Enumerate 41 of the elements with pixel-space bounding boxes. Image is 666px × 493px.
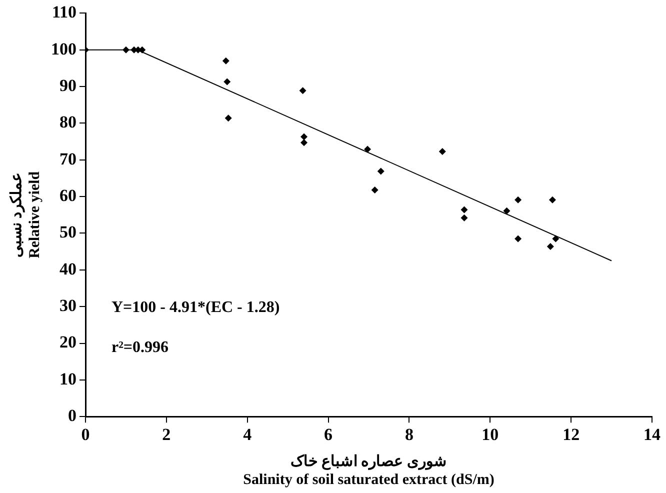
y-tick-label: 50 (60, 222, 76, 242)
point (548, 196, 556, 204)
x-tick-label: 0 (81, 425, 90, 444)
point (371, 186, 378, 194)
y-tick-label: 40 (60, 259, 76, 278)
point (299, 87, 306, 94)
point (503, 207, 510, 214)
x-tick-label: 8 (404, 425, 414, 444)
point (122, 46, 130, 54)
x-tick-label: 14 (644, 425, 661, 444)
point (460, 214, 468, 222)
y-tick-label: 10 (60, 369, 76, 388)
point (552, 235, 560, 242)
point (222, 57, 230, 64)
y-tick-label: 100 (51, 39, 76, 58)
point (460, 206, 468, 214)
point (224, 114, 232, 122)
x-tick-label: 2 (162, 425, 171, 444)
y-tick-label: 30 (60, 296, 76, 315)
point (300, 133, 308, 140)
x-tick-label: 12 (562, 425, 580, 444)
x-tick-label: 6 (324, 425, 333, 444)
x-tick-label: 4 (243, 425, 252, 444)
point (377, 168, 384, 175)
x-tick-label: 10 (482, 425, 499, 444)
y-tick-label: 110 (52, 2, 76, 22)
y-tick-label: 80 (60, 112, 76, 132)
y-tick-label: 20 (60, 332, 76, 352)
annotation: Y=100 - 4.91*(EC - 1.28) (112, 298, 280, 316)
point (224, 78, 231, 86)
point (514, 235, 522, 242)
point (364, 146, 372, 153)
annotation: r²=0.996 (112, 339, 169, 356)
y-tick-label: 90 (60, 76, 76, 95)
point (514, 196, 522, 204)
y-tick-label: 0 (68, 406, 76, 425)
y-tick-label: 60 (60, 186, 76, 205)
point (546, 242, 554, 250)
y-tick-label: 70 (60, 149, 76, 168)
point (300, 139, 308, 146)
point (438, 148, 446, 155)
